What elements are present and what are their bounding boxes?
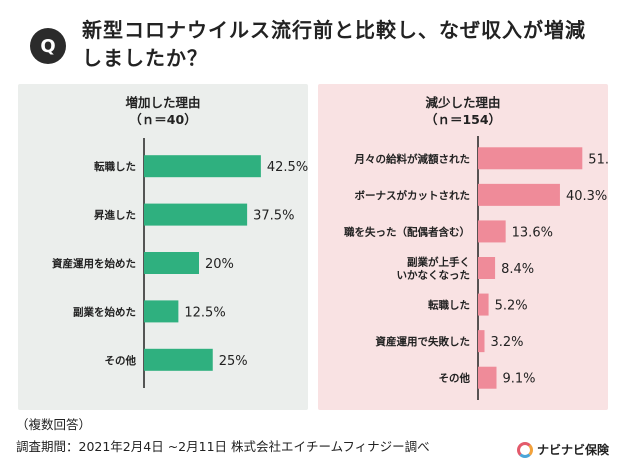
decrease-chart-title: 減少した理由 xyxy=(425,95,501,110)
page-title: 新型コロナウイルス流行前と比較し、なぜ収入が増減しましたか？ xyxy=(82,18,586,70)
decrease-panel: 減少した理由 （ｎ＝154） 月々の給料が減額された 51.3% ボーナスがカットさ… xyxy=(318,84,608,410)
category-label: その他 xyxy=(105,354,137,367)
value-label: 9.1% xyxy=(503,372,536,387)
category-label: 月々の給料が減額された xyxy=(354,152,471,165)
increase-chart-title: 増加した理由 xyxy=(125,95,201,110)
logo-text: ナビナビ保険 xyxy=(536,443,609,457)
value-label: 51.3% xyxy=(588,152,608,167)
value-label: 8.4% xyxy=(501,262,534,277)
value-label: 42.5% xyxy=(267,160,308,175)
bar xyxy=(478,293,489,316)
brand-logo: ナビナビ保険 xyxy=(516,441,609,458)
category-label: 転職した xyxy=(94,160,136,173)
category-label: ボーナスがカットされた xyxy=(355,189,471,202)
logo-icon xyxy=(516,441,533,458)
bar xyxy=(144,252,199,274)
category-label: 副業を始めた xyxy=(73,305,136,318)
survey-period: 調査期間：2021年2月4日 ~2月11日 株式会社エイチームフィナジー調べ xyxy=(16,439,430,454)
category-label: 資産運用で失敗した xyxy=(376,335,471,348)
category-label: その他 xyxy=(439,372,471,385)
category-label: 職を失った（配偶者含む） xyxy=(344,225,470,238)
bar xyxy=(144,300,179,323)
value-label: 5.2% xyxy=(495,299,528,314)
bar xyxy=(478,183,560,206)
footnote-multiple-answers: （複数回答） xyxy=(16,417,92,432)
question-badge: Q xyxy=(30,28,66,64)
bar xyxy=(144,203,248,226)
bar xyxy=(144,348,213,371)
category-label: 資産運用を始めた xyxy=(52,257,136,270)
increase-panel: 増加した理由 （ｎ＝40） 転職した 42.5% 昇進した 37.5% 資産運用を始めた… xyxy=(18,84,308,410)
value-label: 3.2% xyxy=(491,335,524,350)
increase-chart-subtitle: （ｎ＝40） xyxy=(129,112,197,127)
value-label: 37.5% xyxy=(253,209,294,224)
value-label: 25% xyxy=(219,354,248,369)
category-label: 副業が上手くいかなくなった xyxy=(397,256,471,282)
bar xyxy=(144,155,261,178)
bar xyxy=(478,147,583,170)
value-label: 40.3% xyxy=(566,189,607,204)
increase-bar-chart: 転職した 42.5% 昇進した 37.5% 資産運用を始めた 20% 副業を始めた 12.5%… xyxy=(52,138,308,388)
bar xyxy=(478,366,497,389)
category-label: 昇進した xyxy=(94,209,136,222)
increase-panel-header: 増加した理由 （ｎ＝40） xyxy=(18,94,308,128)
bar xyxy=(478,220,506,243)
decrease-chart-subtitle: （ｎ＝154） xyxy=(424,112,502,127)
bar xyxy=(478,330,485,353)
value-label: 12.5% xyxy=(184,305,225,320)
value-label: 20% xyxy=(205,257,234,272)
decrease-panel-header: 減少した理由 （ｎ＝154） xyxy=(318,94,608,128)
value-label: 13.6% xyxy=(512,225,553,240)
decrease-bar-chart: 月々の給料が減額された 51.3% ボーナスがカットされた 40.3% 職を失った（配偶… xyxy=(344,136,608,400)
bar xyxy=(478,257,496,279)
category-label: 転職した xyxy=(428,299,470,312)
